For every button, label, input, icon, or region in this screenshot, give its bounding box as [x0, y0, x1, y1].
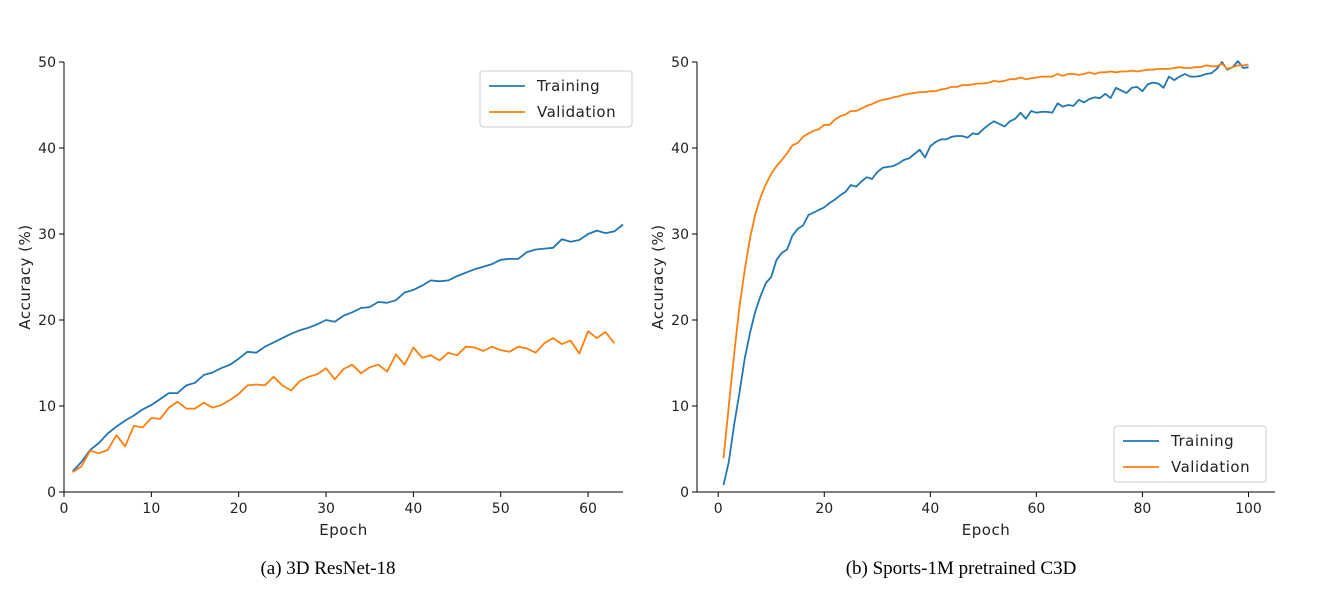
- x-tick-label: 20: [230, 501, 248, 517]
- y-tick-label: 40: [671, 141, 689, 157]
- x-axis-label: Epoch: [962, 521, 1010, 539]
- x-tick-label: 40: [921, 501, 939, 517]
- caption-b: (b) Sports-1M pretrained C3D: [846, 558, 1077, 579]
- x-tick-label: 100: [1235, 501, 1262, 517]
- x-tick-label: 30: [317, 501, 335, 517]
- legend-box: [479, 70, 633, 128]
- y-axis-label: Accuracy (%): [16, 224, 34, 329]
- x-tick-label: 10: [142, 501, 160, 517]
- x-tick-label: 80: [1134, 501, 1152, 517]
- x-tick-label: 60: [1027, 501, 1045, 517]
- caption-a: (a) 3D ResNet-18: [260, 558, 395, 579]
- y-tick-label: 30: [38, 227, 56, 243]
- y-tick-label: 10: [671, 399, 689, 415]
- y-tick-label: 10: [38, 399, 56, 415]
- legend-label-validation: Validation: [537, 103, 616, 121]
- legend-box: [1113, 425, 1267, 483]
- legend-label-validation: Validation: [1171, 458, 1250, 476]
- chart-c3d: 0 10 20 30 40 50 0 20 40 60 80 100 Epoch Accuracy (%)…: [649, 55, 1275, 539]
- x-tick-label: 50: [492, 501, 510, 517]
- series-line-validation: [72, 330, 616, 473]
- x-tick-label: 40: [404, 501, 422, 517]
- series-line-training: [72, 223, 624, 473]
- series-line-training: [722, 60, 1249, 486]
- y-tick-label: 30: [671, 227, 689, 243]
- x-tick-label: 0: [60, 501, 69, 517]
- y-axis-label: Accuracy (%): [649, 224, 667, 329]
- y-tick-label: 0: [47, 485, 56, 501]
- x-axis-label: Epoch: [319, 521, 367, 539]
- x-tick-label: 60: [579, 501, 597, 517]
- y-tick-label: 0: [680, 485, 689, 501]
- x-tick-label: 0: [714, 501, 723, 517]
- y-tick-label: 50: [38, 55, 56, 71]
- chart-3d-resnet18: 0 10 20 30 40 50 0 10 20 30 40 50 60 Epoch Accuracy (%…: [16, 55, 633, 539]
- y-tick-label: 20: [38, 313, 56, 329]
- y-tick-label: 50: [671, 55, 689, 71]
- legend-label-training: Training: [1170, 432, 1234, 450]
- y-tick-label: 40: [38, 141, 56, 157]
- y-tick-label: 20: [671, 313, 689, 329]
- x-tick-label: 20: [815, 501, 833, 517]
- series-line-validation: [722, 62, 1249, 459]
- legend-label-training: Training: [536, 77, 600, 95]
